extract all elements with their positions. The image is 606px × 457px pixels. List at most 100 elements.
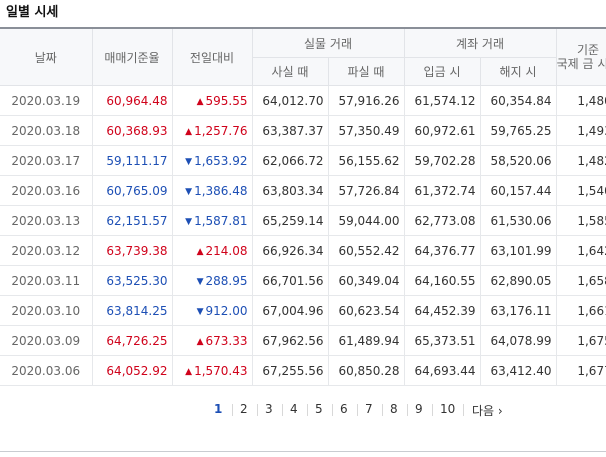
reference-price-cell: 1,675. — [555, 325, 606, 356]
header-reference-line2: 국제 금 시세 — [556, 57, 606, 71]
sell-price-cell: 60,552.42 — [327, 235, 405, 266]
table-row: 2020.03.13 62,151.57 ▼ 1,587.81 65,259.14 59,… — [0, 205, 606, 236]
buy-price-cell: 67,004.96 — [251, 295, 329, 326]
page-link-9[interactable]: 9 — [415, 402, 423, 416]
triangle-down-icon: ▼ — [185, 216, 193, 227]
sell-price-cell: 60,623.54 — [327, 295, 405, 326]
base-rate-cell: 63,739.38 — [91, 235, 173, 266]
change-value: 1,570.43 — [194, 363, 248, 378]
change-cell: ▲ 214.08 — [171, 235, 253, 266]
buy-price-cell: 64,012.70 — [251, 85, 329, 116]
page-link-8[interactable]: 8 — [390, 402, 398, 416]
triangle-down-icon: ▼ — [185, 156, 193, 167]
page-separator — [357, 404, 358, 416]
table-row: 2020.03.12 63,739.38 ▲ 214.08 66,926.34 60,55… — [0, 235, 606, 266]
buy-price-cell: 63,803.34 — [251, 175, 329, 206]
date-cell: 2020.03.12 — [0, 235, 93, 266]
page-link-2[interactable]: 2 — [240, 402, 248, 416]
header-account-trade: 계좌 거래 — [403, 29, 557, 58]
reference-price-cell: 1,642. — [555, 235, 606, 266]
deposit-price-cell: 61,574.12 — [403, 85, 481, 116]
date-cell: 2020.03.06 — [0, 355, 93, 386]
page-separator — [432, 404, 433, 416]
reference-price-cell: 1,585. — [555, 205, 606, 236]
page-link-5[interactable]: 5 — [315, 402, 323, 416]
daily-price-table: 날짜 매매기준율 전일대비 실물 거래 계좌 거래 기준 국제 금 시세 사실 … — [0, 29, 606, 386]
base-rate-cell: 64,052.92 — [91, 355, 173, 386]
change-cell: ▲ 673.33 — [171, 325, 253, 356]
buy-price-cell: 66,701.56 — [251, 265, 329, 296]
change-value: 1,386.48 — [194, 183, 248, 198]
reference-price-cell: 1,661. — [555, 295, 606, 326]
sell-price-cell: 59,044.00 — [327, 205, 405, 236]
date-cell: 2020.03.19 — [0, 85, 93, 116]
table-row: 2020.03.09 64,726.25 ▲ 673.33 67,962.56 61,48… — [0, 325, 606, 356]
table-row: 2020.03.16 60,765.09 ▼ 1,386.48 63,803.34 57,… — [0, 175, 606, 206]
withdraw-price-cell: 64,078.99 — [479, 325, 557, 356]
triangle-up-icon: ▲ — [196, 336, 204, 347]
page-separator — [463, 404, 464, 416]
triangle-up-icon: ▲ — [196, 246, 204, 257]
header-deposit: 입금 시 — [403, 57, 481, 86]
base-rate-cell: 60,964.48 — [91, 85, 173, 116]
triangle-down-icon: ▼ — [196, 306, 204, 317]
date-cell: 2020.03.17 — [0, 145, 93, 176]
page-link-4[interactable]: 4 — [290, 402, 298, 416]
change-cell: ▼ 1,587.81 — [171, 205, 253, 236]
header-buy: 사실 때 — [251, 57, 329, 86]
change-value: 595.55 — [205, 93, 248, 108]
sell-price-cell: 60,850.28 — [327, 355, 405, 386]
base-rate-cell: 62,151.57 — [91, 205, 173, 236]
withdraw-price-cell: 63,412.40 — [479, 355, 557, 386]
triangle-down-icon: ▼ — [185, 186, 193, 197]
change-cell: ▲ 1,570.43 — [171, 355, 253, 386]
change-value: 1,653.92 — [194, 153, 248, 168]
date-cell: 2020.03.10 — [0, 295, 93, 326]
page-link-7[interactable]: 7 — [365, 402, 373, 416]
buy-price-cell: 63,387.37 — [251, 115, 329, 146]
withdraw-price-cell: 59,765.25 — [479, 115, 557, 146]
deposit-price-cell: 65,373.51 — [403, 325, 481, 356]
reference-price-cell: 1,493. — [555, 115, 606, 146]
page-separator — [282, 404, 283, 416]
buy-price-cell: 65,259.14 — [251, 205, 329, 236]
page-link-6[interactable]: 6 — [340, 402, 348, 416]
deposit-price-cell: 59,702.28 — [403, 145, 481, 176]
page-title: 일별 시세 — [6, 5, 59, 20]
change-value: 673.33 — [205, 333, 248, 348]
sell-price-cell: 57,916.26 — [327, 85, 405, 116]
buy-price-cell: 62,066.72 — [251, 145, 329, 176]
page-separator — [382, 404, 383, 416]
page-separator — [407, 404, 408, 416]
header-reference-line1: 기준 — [576, 43, 600, 57]
withdraw-price-cell: 60,157.44 — [479, 175, 557, 206]
triangle-up-icon: ▲ — [185, 126, 193, 137]
page-link-3[interactable]: 3 — [265, 402, 273, 416]
buy-price-cell: 66,926.34 — [251, 235, 329, 266]
date-cell: 2020.03.18 — [0, 115, 93, 146]
deposit-price-cell: 64,452.39 — [403, 295, 481, 326]
reference-price-cell: 1,480. — [555, 85, 606, 116]
change-cell: ▼ 1,386.48 — [171, 175, 253, 206]
header-date: 날짜 — [0, 29, 93, 86]
change-cell: ▼ 288.95 — [171, 265, 253, 296]
change-cell: ▼ 912.00 — [171, 295, 253, 326]
table-body: 2020.03.19 60,964.48 ▲ 595.55 64,012.70 57,91… — [0, 85, 606, 386]
next-page-button[interactable]: 다음 › — [472, 404, 503, 418]
change-value: 1,257.76 — [194, 123, 248, 138]
sell-price-cell: 56,155.62 — [327, 145, 405, 176]
page-link-1[interactable]: 1 — [214, 402, 223, 416]
base-rate-cell: 59,111.17 — [91, 145, 173, 176]
page-link-10[interactable]: 10 — [440, 402, 456, 416]
reference-price-cell: 1,658. — [555, 265, 606, 296]
header-sell: 파실 때 — [327, 57, 405, 86]
base-rate-cell: 64,726.25 — [91, 325, 173, 356]
sell-price-cell: 57,726.84 — [327, 175, 405, 206]
reference-price-cell: 1,482. — [555, 145, 606, 176]
header-withdraw: 해지 시 — [479, 57, 557, 86]
table-row: 2020.03.17 59,111.17 ▼ 1,653.92 62,066.72 56,… — [0, 145, 606, 176]
reference-price-cell: 1,677. — [555, 355, 606, 386]
header-change: 전일대비 — [171, 29, 253, 86]
base-rate-cell: 60,765.09 — [91, 175, 173, 206]
header-base-rate: 매매기준율 — [91, 29, 173, 86]
